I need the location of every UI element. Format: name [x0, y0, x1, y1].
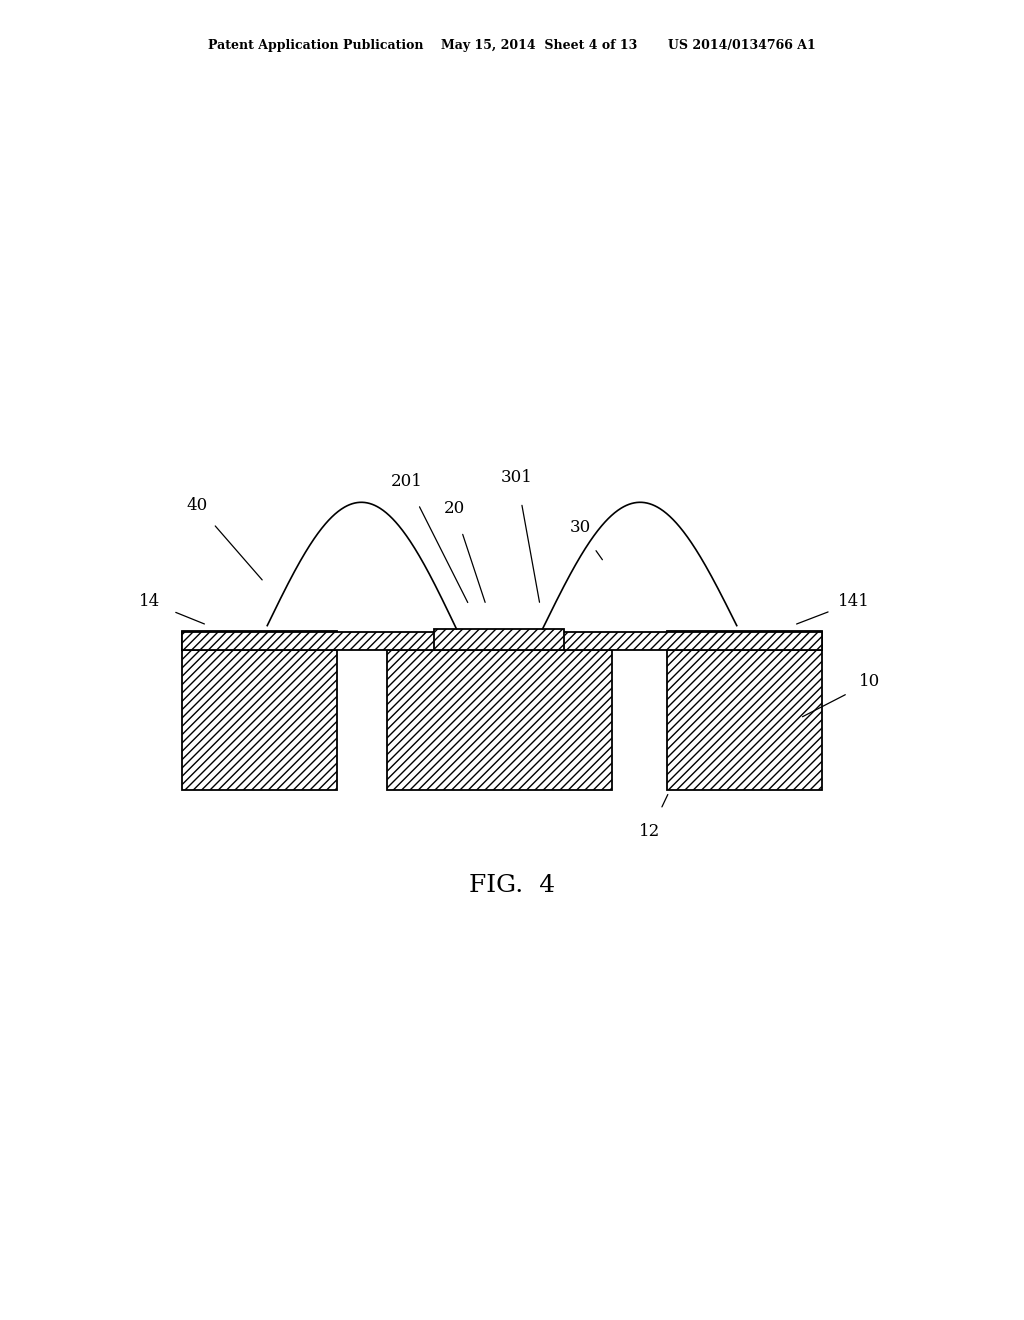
Bar	[434, 630, 564, 649]
Text: 10: 10	[859, 673, 881, 690]
Bar	[182, 632, 822, 649]
Text: 141: 141	[838, 594, 870, 610]
Bar	[667, 631, 822, 649]
Bar	[182, 649, 337, 789]
Text: Patent Application Publication    May 15, 2014  Sheet 4 of 13       US 2014/0134: Patent Application Publication May 15, 2…	[208, 38, 816, 51]
Text: 20: 20	[443, 499, 465, 516]
Bar	[182, 631, 337, 649]
Bar	[387, 649, 612, 789]
Text: 40: 40	[186, 496, 208, 513]
Text: 30: 30	[569, 520, 591, 536]
Text: 301: 301	[501, 470, 532, 487]
Text: 14: 14	[139, 594, 161, 610]
Text: 201: 201	[391, 474, 423, 491]
Text: 12: 12	[639, 824, 660, 841]
Bar	[667, 649, 822, 789]
Text: FIG.  4: FIG. 4	[469, 874, 555, 896]
